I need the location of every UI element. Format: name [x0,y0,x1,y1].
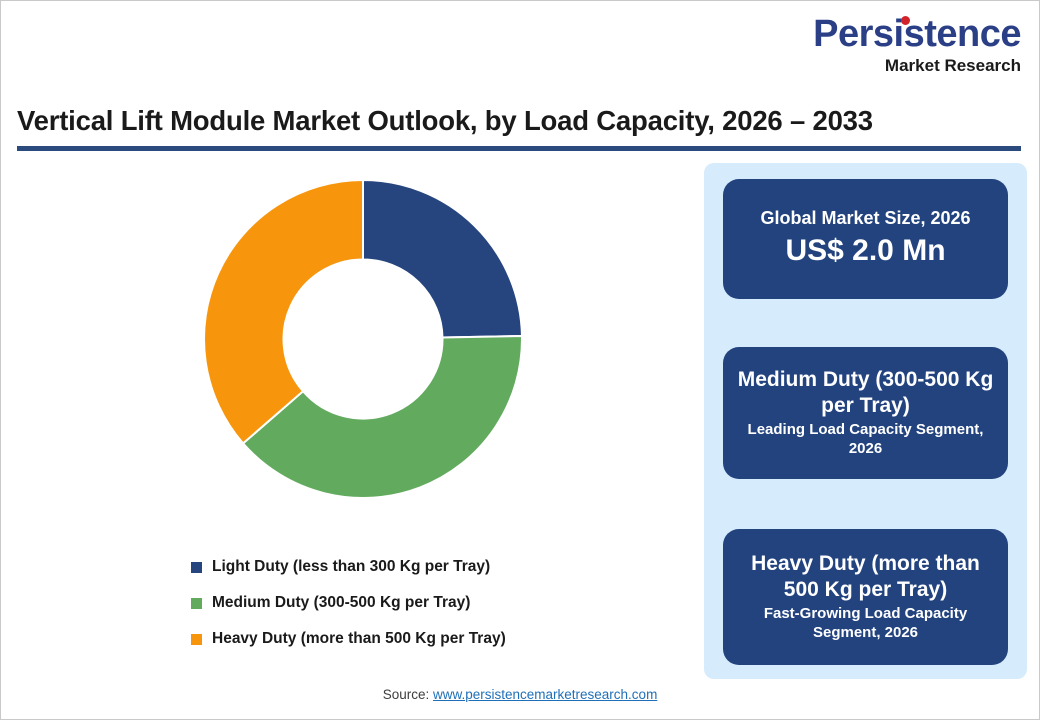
fastest-growing-segment-name: Heavy Duty (more than 500 Kg per Tray) [751,552,980,601]
fastest-growing-segment-card: Heavy Duty (more than 500 Kg per Tray) F… [723,529,1008,665]
chart-area [1,161,691,541]
leading-segment-name: Medium Duty (300-500 Kg per Tray) [737,368,994,417]
donut-slice [362,180,522,339]
source-footer: Source: www.persistencemarketresearch.co… [1,687,1039,702]
brand-logo: Persistence Market Research [813,15,1021,74]
market-size-value: US$ 2.0 Mn [785,234,946,268]
logo-dot-icon [901,16,911,25]
page-title: Vertical Lift Module Market Outlook, by … [17,105,873,136]
source-label: Source: [382,687,430,702]
legend-label-medium-duty: Medium Duty (300-500 Kg per Tray) [212,594,471,611]
donut-slice [204,180,364,445]
leading-segment-card: Medium Duty (300-500 Kg per Tray) Leadin… [723,347,1008,479]
market-size-card: Global Market Size, 2026 US$ 2.0 Mn [723,179,1008,299]
donut-chart [204,180,522,498]
title-underline [17,146,1021,151]
legend-swatch-light-duty [191,561,202,573]
legend-swatch-heavy-duty [191,633,202,645]
legend-item: Heavy Duty (more than 500 Kg per Tray) [191,621,661,657]
title-block: Vertical Lift Module Market Outlook, by … [17,105,1021,151]
leading-segment-caption: Leading Load Capacity Segment, 2026 [747,421,984,458]
legend-label-heavy-duty: Heavy Duty (more than 500 Kg per Tray) [212,630,506,647]
legend-item: Medium Duty (300-500 Kg per Tray) [191,585,661,621]
legend-swatch-medium-duty [191,597,202,609]
highlights-panel: Global Market Size, 2026 US$ 2.0 Mn Medi… [704,163,1027,679]
brand-name: Persistence [813,13,1021,55]
market-size-label: Global Market Size, 2026 [760,208,971,229]
donut-slice [241,335,522,498]
brand-tagline: Market Research [884,56,1021,75]
legend-item: Light Duty (less than 300 Kg per Tray) [191,549,661,585]
fastest-growing-segment-caption: Fast-Growing Load Capacity Segment, 2026 [763,605,968,642]
source-link[interactable]: www.persistencemarketresearch.com [432,687,658,702]
legend-label-light-duty: Light Duty (less than 300 Kg per Tray) [212,558,491,575]
chart-legend: Light Duty (less than 300 Kg per Tray) M… [191,549,661,657]
